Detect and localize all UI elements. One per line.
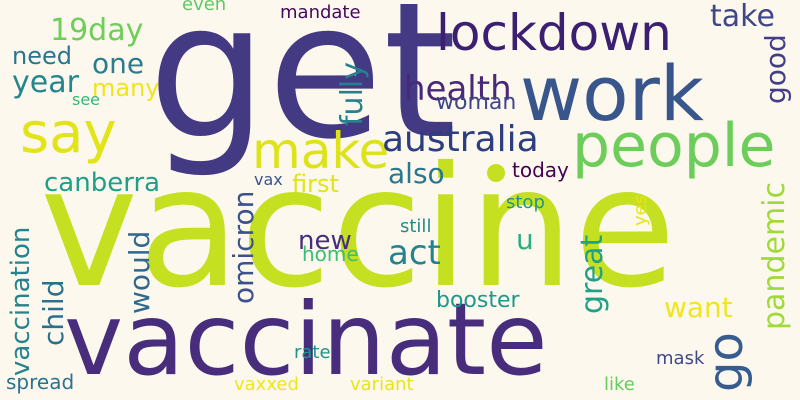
- word-yes: yes: [630, 194, 651, 226]
- word-vaxxed: vaxxed: [234, 374, 299, 395]
- word-u: u: [516, 223, 534, 256]
- word-vaccination: vaccination: [6, 226, 36, 376]
- word-vaccinate: vaccinate: [64, 281, 548, 398]
- word-take: take: [710, 0, 775, 34]
- word-say: say: [20, 101, 117, 166]
- word-work: work: [520, 49, 704, 138]
- word-many: many: [92, 74, 160, 102]
- word-stop: stop: [506, 192, 545, 213]
- word-fully: fully: [335, 62, 370, 126]
- word-like: like: [604, 374, 635, 395]
- word-get: get: [148, 0, 457, 181]
- word-woman: woman: [436, 90, 517, 115]
- word-first: first: [292, 170, 339, 198]
- word-pandemic: pandemic: [757, 182, 792, 330]
- word-good: good: [759, 34, 792, 104]
- word-variant: variant: [350, 374, 414, 395]
- word-would: would: [123, 230, 156, 314]
- word-canberra: canberra: [44, 168, 161, 198]
- word-vax: vax: [254, 170, 283, 189]
- word-go: go: [698, 332, 754, 392]
- word-home: home: [302, 242, 359, 266]
- word-australia: australia: [382, 119, 539, 160]
- word-people: people: [572, 111, 776, 181]
- word-great: great: [575, 234, 610, 314]
- word-today: today: [512, 158, 569, 182]
- word-mask: mask: [656, 348, 705, 369]
- word-health: health: [404, 69, 512, 109]
- word-year: year: [12, 65, 79, 100]
- word-vaccine: vaccine: [40, 132, 676, 325]
- word-act: act: [388, 233, 441, 273]
- word-still: still: [400, 216, 432, 237]
- word-even: even: [182, 0, 227, 15]
- word-want: want: [664, 291, 733, 324]
- word-see: see: [72, 90, 101, 109]
- word-child: child: [37, 279, 70, 346]
- word-one: one: [92, 47, 145, 80]
- word-lockdown: lockdown: [436, 4, 672, 62]
- word-booster: booster: [436, 288, 520, 313]
- word-also: also: [388, 157, 445, 190]
- word-make: make: [252, 122, 390, 180]
- word-19day: 19day: [50, 13, 144, 48]
- word-mandate: mandate: [280, 2, 361, 23]
- word-new: new: [298, 226, 352, 256]
- word-spread: spread: [6, 370, 75, 394]
- word-omicron: omicron: [227, 190, 260, 304]
- word-need: need: [12, 42, 72, 70]
- dot-mark: [487, 164, 505, 182]
- word-rate: rate: [294, 342, 331, 363]
